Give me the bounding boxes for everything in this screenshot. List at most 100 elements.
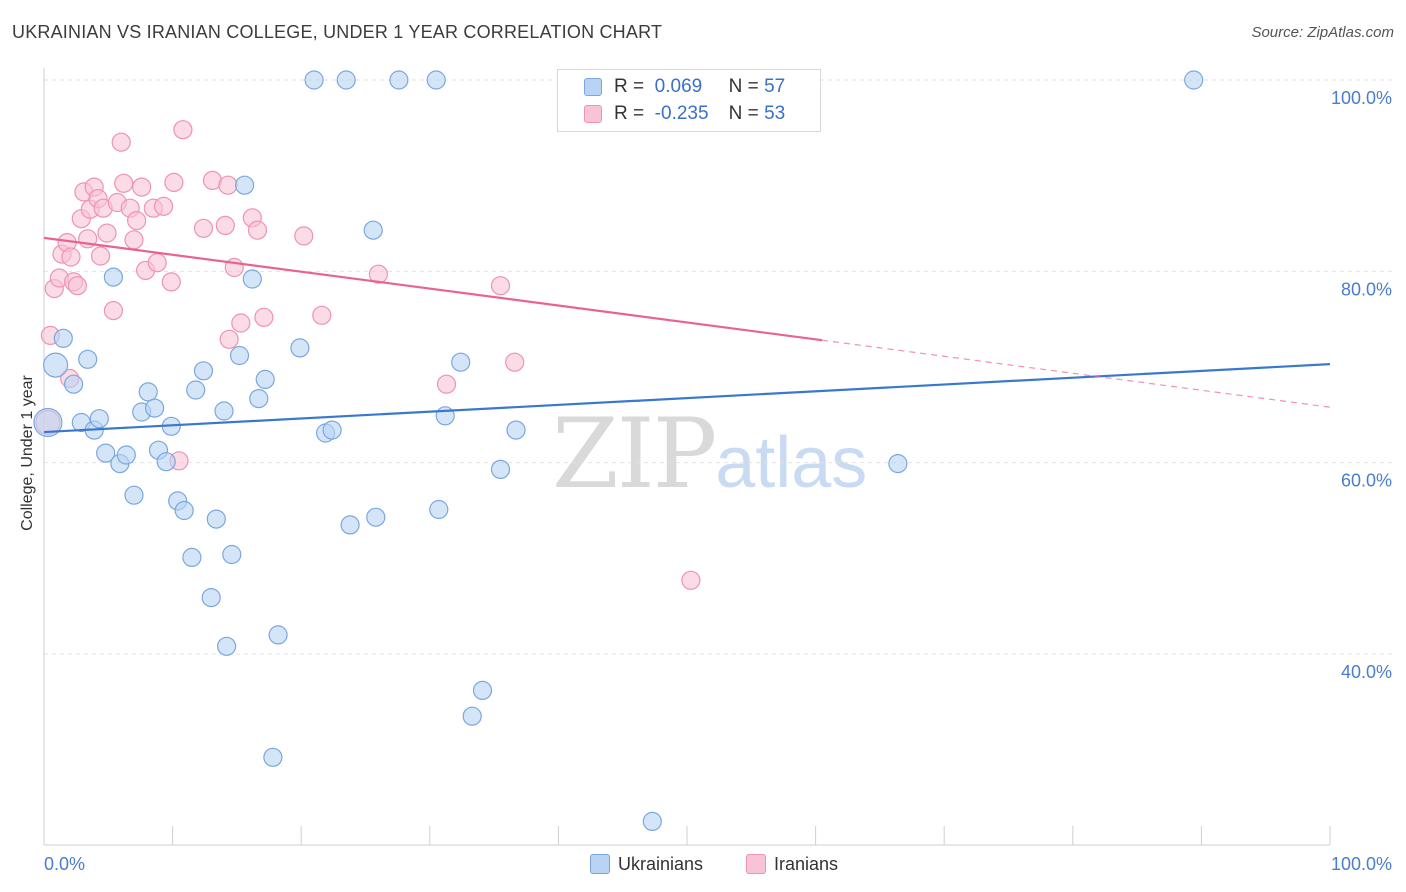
- ukrainian-point-24: [201, 587, 221, 608]
- iranian-point-18: [97, 223, 117, 243]
- legend-r-value-1: 0.069: [654, 76, 703, 97]
- iranians-trend-line: [43, 236, 823, 342]
- ukrainian-point-22: [186, 380, 206, 400]
- legend-row-ukrainians: R = 0.069 N = 57: [584, 74, 785, 100]
- iranians-swatch: [746, 854, 766, 874]
- ukrainian-point-27: [217, 636, 237, 656]
- ukrainian-point-21: [182, 547, 202, 568]
- iranian-point-41: [231, 313, 251, 333]
- ukrainian-point-26: [214, 401, 234, 421]
- legend-r-value-2: -0.235: [654, 103, 709, 124]
- iranian-point-47: [368, 264, 388, 284]
- ukrainian-point-1: [42, 352, 69, 378]
- x-tick-label-right: 100.0%: [1331, 854, 1392, 874]
- ukrainian-point-53: [642, 811, 662, 832]
- ukrainians-swatch: [590, 854, 610, 874]
- iranians-label: Iranians: [774, 853, 839, 874]
- ukrainian-point-31: [242, 269, 262, 289]
- ukrainian-point-54: [888, 454, 908, 474]
- ukrainian-point-7: [89, 409, 109, 429]
- ukrainian-point-15: [145, 398, 165, 418]
- legend-r-label-1: R =: [614, 76, 645, 97]
- iranian-point-19: [103, 301, 124, 321]
- correlation-legend: R = 0.069 N = 57 R = -0.235 N = 53: [557, 69, 821, 132]
- ukrainian-point-44: [389, 70, 409, 90]
- ukrainians-trend-line: [43, 363, 1331, 434]
- ukrainian-point-14: [138, 382, 158, 402]
- pink-swatch: [584, 105, 602, 123]
- ukrainian-point-41: [340, 515, 360, 535]
- legend-n-label-1: N =: [728, 76, 759, 97]
- iranian-point-7: [61, 247, 81, 267]
- tick-labels: 100.0% 80.0% 60.0% 40.0% 0.0% 100.0%: [44, 88, 1392, 874]
- ukrainian-point-43: [366, 507, 386, 527]
- iranian-point-16: [90, 246, 111, 266]
- ukrainian-point-30: [235, 175, 255, 195]
- ukrainian-point-50: [472, 680, 493, 701]
- ukrainian-point-52: [506, 420, 526, 440]
- ukrainian-point-39: [322, 420, 342, 440]
- iranian-point-31: [161, 272, 181, 292]
- ukrainian-point-55: [1184, 70, 1204, 90]
- watermark: ZIPatlas: [552, 398, 867, 510]
- series-legend-ukrainians: Ukrainians: [590, 852, 703, 876]
- ukrainian-point-29: [229, 345, 250, 366]
- legend-r-label-2: R =: [614, 103, 645, 124]
- iranian-point-32: [164, 172, 184, 192]
- ukrainian-point-48: [451, 352, 471, 372]
- blue-swatch: [584, 78, 602, 96]
- iranian-point-46: [312, 305, 332, 325]
- ukrainian-point-36: [290, 338, 310, 358]
- ukrainian-point-0: [33, 407, 63, 438]
- iranian-point-21: [111, 132, 131, 152]
- ukrainian-point-51: [490, 459, 511, 479]
- ukrainian-point-42: [363, 220, 383, 240]
- legend-n-value-1: 57: [764, 76, 786, 97]
- ukrainian-point-45: [426, 70, 446, 90]
- iranians-trend-extension: [821, 339, 1331, 408]
- iranian-point-38: [218, 175, 238, 195]
- ukrainian-point-23: [193, 361, 214, 381]
- ukrainian-point-17: [156, 452, 176, 472]
- y-tick-label-1: 80.0%: [1341, 279, 1392, 299]
- iranian-point-26: [132, 177, 152, 197]
- ukrainian-point-28: [222, 544, 242, 565]
- ukrainian-point-34: [263, 747, 283, 767]
- ukrainians-label: Ukrainians: [618, 853, 704, 874]
- data-points: [33, 70, 1204, 832]
- ukrainian-point-11: [116, 445, 136, 465]
- iranian-point-22: [114, 173, 134, 193]
- ukrainian-point-35: [268, 625, 288, 645]
- ukrainian-point-3: [63, 374, 84, 394]
- ukrainian-point-8: [96, 443, 116, 463]
- ukrainian-point-32: [249, 389, 269, 409]
- ukrainian-point-25: [206, 509, 226, 529]
- series-legend-iranians: Iranians: [746, 852, 838, 876]
- watermark-zip: ZIP: [552, 398, 717, 510]
- legend-n-label-2: N =: [728, 103, 759, 124]
- iranian-point-51: [681, 570, 701, 590]
- iranian-point-25: [127, 211, 147, 231]
- ukrainian-point-37: [304, 70, 324, 90]
- iranian-point-39: [219, 329, 239, 349]
- iranian-point-43: [247, 220, 268, 240]
- iranian-point-45: [294, 226, 314, 246]
- iranian-point-30: [154, 196, 174, 216]
- iranian-point-37: [215, 215, 235, 235]
- trend-lines: [43, 236, 1331, 434]
- iranian-point-9: [67, 276, 88, 296]
- source-label: Source: ZipAtlas.com: [1251, 24, 1394, 41]
- iranian-point-50: [505, 352, 525, 372]
- iranian-point-34: [173, 120, 193, 140]
- iranian-point-49: [490, 276, 511, 296]
- iranian-point-48: [436, 374, 457, 394]
- y-tick-label-2: 60.0%: [1341, 471, 1392, 491]
- axes: [43, 68, 1331, 846]
- ukrainian-point-12: [124, 485, 144, 505]
- chart-title: UKRAINIAN VS IRANIAN COLLEGE, UNDER 1 YE…: [12, 22, 663, 42]
- legend-n-value-2: 53: [764, 103, 786, 124]
- iranian-point-35: [193, 218, 214, 238]
- ukrainian-point-33: [255, 369, 275, 389]
- ukrainian-point-9: [103, 267, 124, 287]
- legend-row-iranians: R = -0.235 N = 53: [584, 101, 785, 127]
